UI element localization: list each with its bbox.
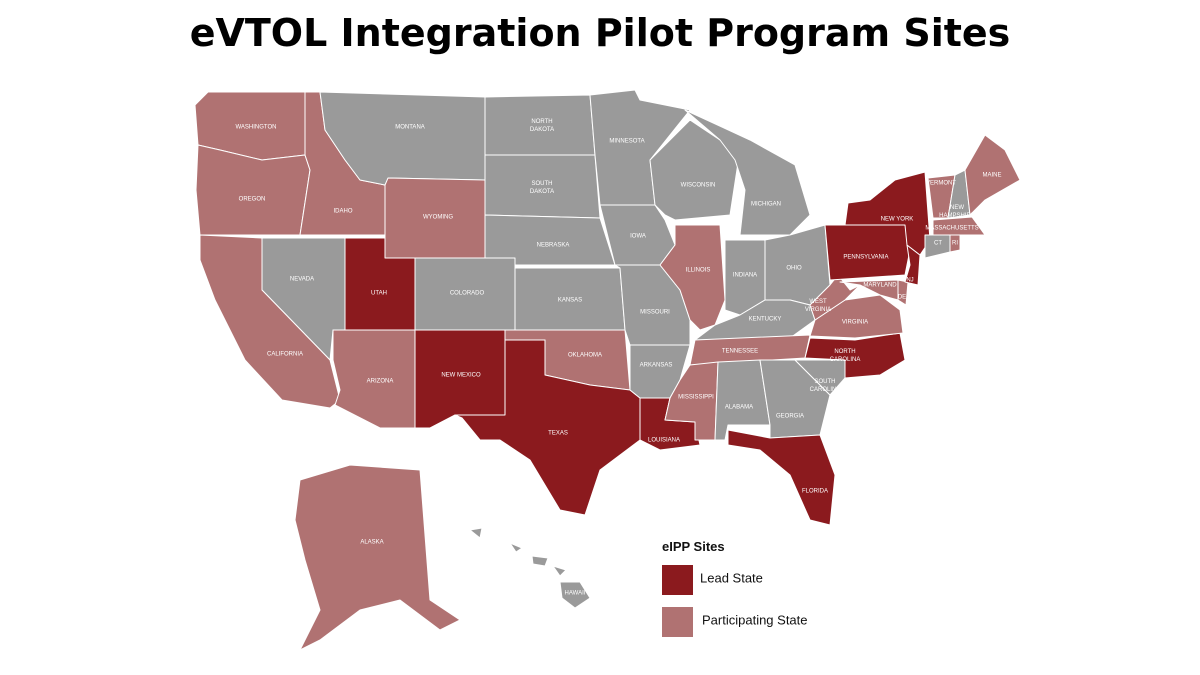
state-label: ILLINOIS xyxy=(686,268,711,274)
state-label: MINNESOTA xyxy=(609,139,644,145)
state-label: WEST VIRGINIA xyxy=(805,299,831,313)
state-label: MARYLAND xyxy=(863,283,897,289)
state-label: DE xyxy=(898,295,906,301)
state-label: KENTUCKY xyxy=(749,317,782,323)
state-label: NEVADA xyxy=(290,277,314,283)
state-label: NEW HAMPSHIRE xyxy=(939,205,975,219)
state-label: KANSAS xyxy=(558,298,582,304)
state-label: HAWAII xyxy=(565,591,586,597)
state-label: WISCONSIN xyxy=(681,183,716,189)
state-label: FLORIDA xyxy=(802,489,828,495)
state-shape xyxy=(649,119,741,221)
state-label: NEBRASKA xyxy=(537,243,570,249)
state-shape xyxy=(414,329,506,429)
state-label: VIRGINIA xyxy=(842,320,868,326)
state-shape xyxy=(484,214,616,266)
state-shape xyxy=(964,134,1021,216)
state-shape xyxy=(199,234,341,409)
state-label: NJ xyxy=(906,278,913,284)
legend-swatch xyxy=(662,607,693,637)
state-label: INDIANA xyxy=(733,273,757,279)
state-shape xyxy=(949,234,961,253)
state-label: MONTANA xyxy=(395,125,425,131)
state-label: WASHINGTON xyxy=(235,125,276,131)
state-shape xyxy=(469,527,591,609)
legend-label: Lead State xyxy=(700,570,763,585)
state-label: LOUISIANA xyxy=(648,438,680,444)
state-label: NEW YORK xyxy=(881,217,914,223)
legend: Lead State Participating State xyxy=(662,565,808,637)
state-shape xyxy=(195,144,311,236)
state-shape xyxy=(809,274,861,321)
state-label: NEW MEXICO xyxy=(441,373,481,379)
state-label: PENNSYLVANIA xyxy=(843,255,888,261)
state-shape xyxy=(804,332,906,379)
state-shape xyxy=(659,224,726,331)
states-layer xyxy=(194,89,1021,651)
state-shape xyxy=(809,294,904,339)
state-label: IOWA xyxy=(630,234,646,240)
state-label: COLORADO xyxy=(450,291,485,297)
state-label: ALABAMA xyxy=(725,405,753,411)
state-label: MAINE xyxy=(982,173,1001,179)
state-shape xyxy=(294,464,461,651)
legend-swatch xyxy=(662,565,693,595)
legend-label: Participating State xyxy=(702,612,808,627)
state-shape xyxy=(684,109,811,236)
state-label: OHIO xyxy=(786,266,802,272)
state-shape xyxy=(484,94,596,156)
state-label: IDAHO xyxy=(333,209,352,215)
legend-title: eIPP Sites xyxy=(662,539,725,554)
state-label: MICHIGAN xyxy=(751,202,781,208)
state-label: VERMONT xyxy=(926,181,956,187)
state-label: CALIFORNIA xyxy=(267,352,303,358)
state-label: UTAH xyxy=(371,291,387,297)
state-label: WYOMING xyxy=(423,215,453,221)
map-title: eVTOL Integration Pilot Program Sites xyxy=(190,11,1011,55)
state-label: OREGON xyxy=(239,197,266,203)
state-label: MISSOURI xyxy=(640,310,670,316)
state-label: CT xyxy=(934,241,942,247)
state-label: GEORGIA xyxy=(776,414,804,420)
state-label: RI xyxy=(952,241,958,247)
state-label: MASSACHUSETTS xyxy=(925,226,978,232)
state-shape xyxy=(824,224,913,281)
state-shape xyxy=(932,216,986,236)
state-label: ARIZONA xyxy=(367,379,394,385)
state-label: SOUTH CAROLINA xyxy=(810,379,841,393)
state-label: ARKANSAS xyxy=(640,363,673,369)
state-label: NORTH DAKOTA xyxy=(530,119,554,133)
state-label: ALASKA xyxy=(360,540,383,546)
state-label: OKLAHOMA xyxy=(568,353,602,359)
state-label: NORTH CAROLINA xyxy=(830,349,861,363)
labels-layer: WASHINGTON OREGON IDAHO MONTANA WYOMING NEVAD… xyxy=(235,119,1001,597)
state-label: MISSISSIPPI xyxy=(678,395,714,401)
state-shape xyxy=(839,279,899,301)
state-label: SOUTH DAKOTA xyxy=(530,181,554,195)
state-label: TENNESSEE xyxy=(722,349,758,355)
state-shape xyxy=(727,429,836,526)
state-shape xyxy=(897,279,909,306)
state-shape xyxy=(454,339,641,516)
state-label: TEXAS xyxy=(548,431,568,437)
